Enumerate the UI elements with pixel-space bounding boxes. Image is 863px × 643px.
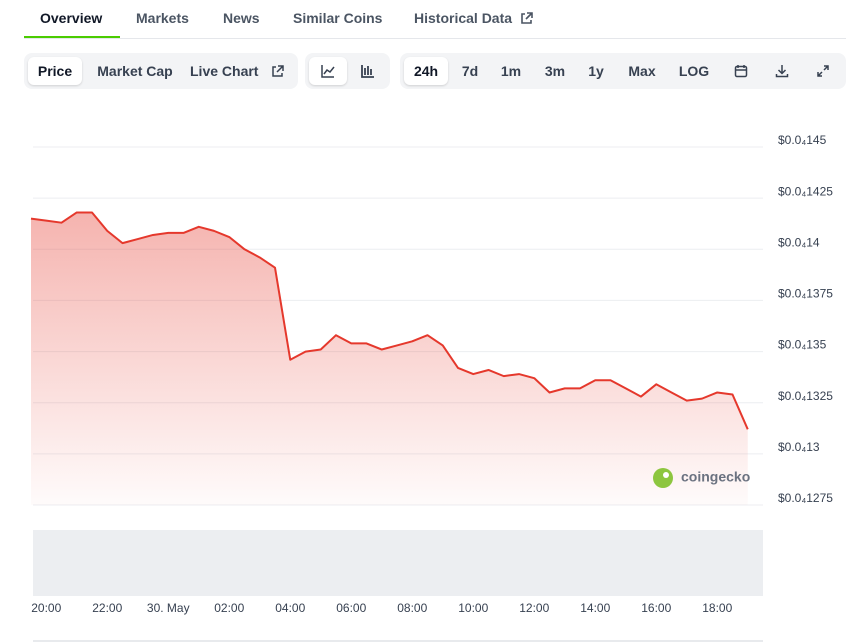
y-tick-label: $0.0₄1375: [778, 287, 833, 301]
button[interactable]: Price: [28, 57, 82, 85]
y-tick-label: $0.0₄1275: [778, 491, 833, 505]
x-tick-label: 22:00: [92, 601, 122, 615]
candle-button[interactable]: [349, 57, 387, 85]
external-icon: [272, 65, 284, 77]
y-tick-label: $0.0₄13: [778, 440, 820, 454]
expand-button[interactable]: [808, 57, 838, 85]
style-group: [305, 53, 390, 89]
y-tick-label: $0.0₄145: [778, 133, 827, 147]
line-button[interactable]: [309, 57, 347, 85]
x-tick-label: 20:00: [31, 601, 61, 615]
download-button[interactable]: [767, 57, 797, 85]
divider: [24, 38, 846, 39]
tab-indicator: [24, 36, 120, 39]
calendar-button[interactable]: [726, 57, 756, 85]
watermark-text: coingecko: [681, 469, 750, 485]
x-tick-label: 10:00: [458, 601, 488, 615]
button[interactable]: 1m: [500, 63, 522, 79]
x-tick-label: 02:00: [214, 601, 244, 615]
button[interactable]: Live Chart: [190, 63, 259, 79]
button[interactable]: Market Cap: [97, 63, 173, 79]
button[interactable]: 7d: [461, 63, 479, 79]
x-tick-label: 08:00: [397, 601, 427, 615]
price-line: [30, 211, 749, 430]
button[interactable]: Max: [628, 63, 656, 79]
x-tick-label: 18:00: [702, 601, 732, 615]
y-tick-label: $0.0₄14: [778, 235, 820, 249]
y-tick-label: $0.0₄135: [778, 338, 827, 352]
button[interactable]: 24h: [404, 57, 448, 85]
chart-type-group: Price Market Cap Live Chart: [24, 53, 298, 89]
x-tick-label: 14:00: [580, 601, 610, 615]
watermark: coingecko: [653, 468, 750, 488]
y-tick-label: $0.0₄1325: [778, 389, 833, 403]
tab[interactable]: News: [223, 10, 260, 26]
volume-band: [33, 530, 763, 596]
x-tick-label: 04:00: [275, 601, 305, 615]
tab[interactable]: Overview: [40, 10, 103, 26]
chart: $0.0₄145 $0.0₄1425 $0.0₄14 $0.0₄1375 $0.0₄13…: [30, 133, 833, 642]
tab[interactable]: Similar Coins: [293, 10, 383, 26]
tab[interactable]: Markets: [136, 10, 189, 26]
area: [31, 212, 748, 505]
button[interactable]: 3m: [544, 63, 566, 79]
x-tick-label: 06:00: [336, 601, 366, 615]
tab[interactable]: Historical Data: [414, 10, 513, 26]
y-tick-label: $0.0₄1425: [778, 184, 833, 198]
x-tick-label: 30. May: [147, 601, 190, 615]
button[interactable]: LOG: [678, 63, 710, 79]
button[interactable]: 1y: [588, 63, 604, 79]
range-group: 24h 7d 1m 3m 1y Max LOG: [400, 53, 846, 89]
x-tick-label: 16:00: [641, 601, 671, 615]
external-icon: [521, 12, 533, 24]
x-tick-label: 12:00: [519, 601, 549, 615]
